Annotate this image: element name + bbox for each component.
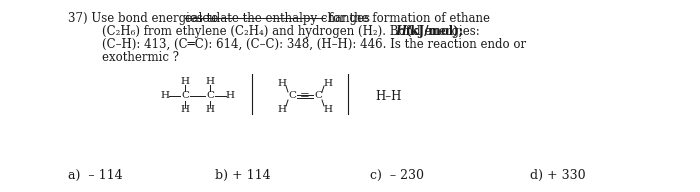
- Text: H°: H°: [395, 25, 412, 38]
- Text: =: =: [300, 89, 310, 103]
- Text: H: H: [206, 78, 214, 87]
- Text: H: H: [206, 105, 214, 114]
- Text: H: H: [181, 78, 190, 87]
- Text: (kJ/mol);: (kJ/mol);: [405, 25, 463, 38]
- Text: b) + 114: b) + 114: [215, 169, 271, 182]
- Text: H: H: [181, 105, 190, 114]
- Text: C: C: [288, 92, 296, 100]
- Text: (C₂H₆) from ethylene (C₂H₄) and hydrogen (H₂). Bond energies:: (C₂H₆) from ethylene (C₂H₄) and hydrogen…: [87, 25, 483, 38]
- Text: H: H: [323, 104, 332, 113]
- Text: H: H: [160, 92, 169, 100]
- Text: calculate the enthalpy changes: calculate the enthalpy changes: [185, 12, 370, 25]
- Text: C: C: [314, 92, 322, 100]
- Text: d) + 330: d) + 330: [530, 169, 586, 182]
- Text: a)  – 114: a) – 114: [68, 169, 122, 182]
- Text: 37) Use bond energies to: 37) Use bond energies to: [68, 12, 222, 25]
- Text: (C–H): 413, (C═C): 614, (C–C): 348, (H–H): 446. Is the reaction endo or: (C–H): 413, (C═C): 614, (C–C): 348, (H–H…: [87, 38, 526, 51]
- Text: exothermic ?: exothermic ?: [87, 51, 178, 64]
- Text: c)  – 230: c) – 230: [370, 169, 424, 182]
- Text: H: H: [323, 79, 332, 88]
- Text: C: C: [181, 92, 189, 100]
- Text: H: H: [277, 79, 286, 88]
- Text: for the formation of ethane: for the formation of ethane: [325, 12, 490, 25]
- Text: H: H: [277, 104, 286, 113]
- Text: H: H: [225, 92, 234, 100]
- Text: H–H: H–H: [375, 89, 401, 103]
- Text: C: C: [206, 92, 214, 100]
